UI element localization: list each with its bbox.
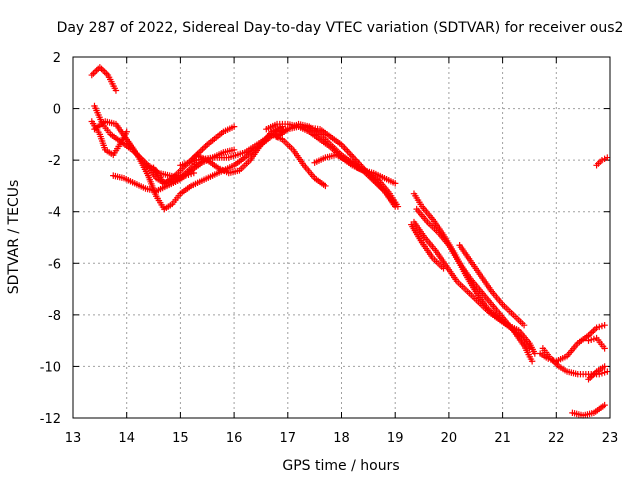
data-point <box>202 143 209 150</box>
data-point <box>96 64 104 71</box>
data-point <box>322 182 329 190</box>
y-tick-label: -6 <box>48 257 61 272</box>
series-s1 <box>88 64 120 94</box>
data-point <box>90 70 97 77</box>
data-point <box>531 350 539 357</box>
y-tick-label: -2 <box>48 154 61 169</box>
data-point <box>93 67 100 74</box>
series-s20 <box>585 334 608 352</box>
series-s8 <box>177 131 329 190</box>
series-s15 <box>413 205 536 365</box>
data-point <box>91 68 99 76</box>
series-s9 <box>187 123 238 164</box>
data-point <box>123 128 130 135</box>
data-point <box>190 169 198 177</box>
y-tick-label: -4 <box>48 206 61 221</box>
data-point <box>590 327 597 335</box>
data-point <box>528 358 536 365</box>
data-point <box>112 87 120 94</box>
y-tick-label: 2 <box>53 51 61 66</box>
data-points <box>88 64 611 419</box>
plot-frame <box>72 56 611 419</box>
data-point <box>604 154 611 161</box>
y-tick-label: -10 <box>40 360 61 375</box>
data-point <box>394 203 402 210</box>
data-point <box>200 144 208 151</box>
data-point <box>601 345 608 352</box>
data-point <box>601 401 608 409</box>
y-tick-label: -8 <box>48 309 61 324</box>
series-s17 <box>456 242 528 329</box>
series-s13 <box>410 190 539 357</box>
series-s22 <box>585 363 608 383</box>
series-s12 <box>311 151 402 210</box>
data-point <box>99 67 107 74</box>
series-s4 <box>91 118 238 182</box>
y-tick-label: 0 <box>53 103 61 118</box>
data-point <box>601 321 608 329</box>
series-s21 <box>569 401 608 419</box>
y-tick-label: -12 <box>40 412 61 427</box>
x-tick-label: 20 <box>441 431 458 446</box>
y-axis-label: SDTVAR / TECUs <box>6 180 22 295</box>
series-s18 <box>536 321 608 365</box>
data-point <box>601 363 608 370</box>
x-tick-label: 22 <box>548 431 565 446</box>
x-tick-label: 19 <box>387 431 404 446</box>
data-point <box>588 329 595 336</box>
x-tick-label: 17 <box>280 431 297 446</box>
x-tick-label: 18 <box>333 431 350 446</box>
x-tick-label: 16 <box>226 431 243 446</box>
grid <box>73 57 610 418</box>
series-s23 <box>593 154 611 169</box>
data-point <box>101 68 108 76</box>
series-s5 <box>110 169 198 195</box>
data-point <box>199 146 206 153</box>
data-point <box>230 123 238 130</box>
data-point <box>392 180 399 187</box>
x-tick-label: 14 <box>118 431 135 446</box>
data-point <box>604 368 611 375</box>
data-point <box>98 65 105 73</box>
x-tick-label: 23 <box>602 431 619 446</box>
x-tick-label: 15 <box>172 431 189 446</box>
series-s16 <box>408 221 447 272</box>
data-point <box>520 321 528 329</box>
data-point <box>440 265 447 272</box>
chart-title: Day 287 of 2022, Sidereal Day-to-day VTE… <box>57 20 624 36</box>
x-tick-label: 13 <box>65 431 82 446</box>
data-point <box>88 71 95 79</box>
series-s11 <box>273 120 399 210</box>
x-tick-label: 21 <box>494 431 511 446</box>
data-point <box>586 374 594 381</box>
data-point <box>549 357 556 364</box>
x-axis-label: GPS time / hours <box>282 458 399 474</box>
data-point <box>230 146 238 154</box>
